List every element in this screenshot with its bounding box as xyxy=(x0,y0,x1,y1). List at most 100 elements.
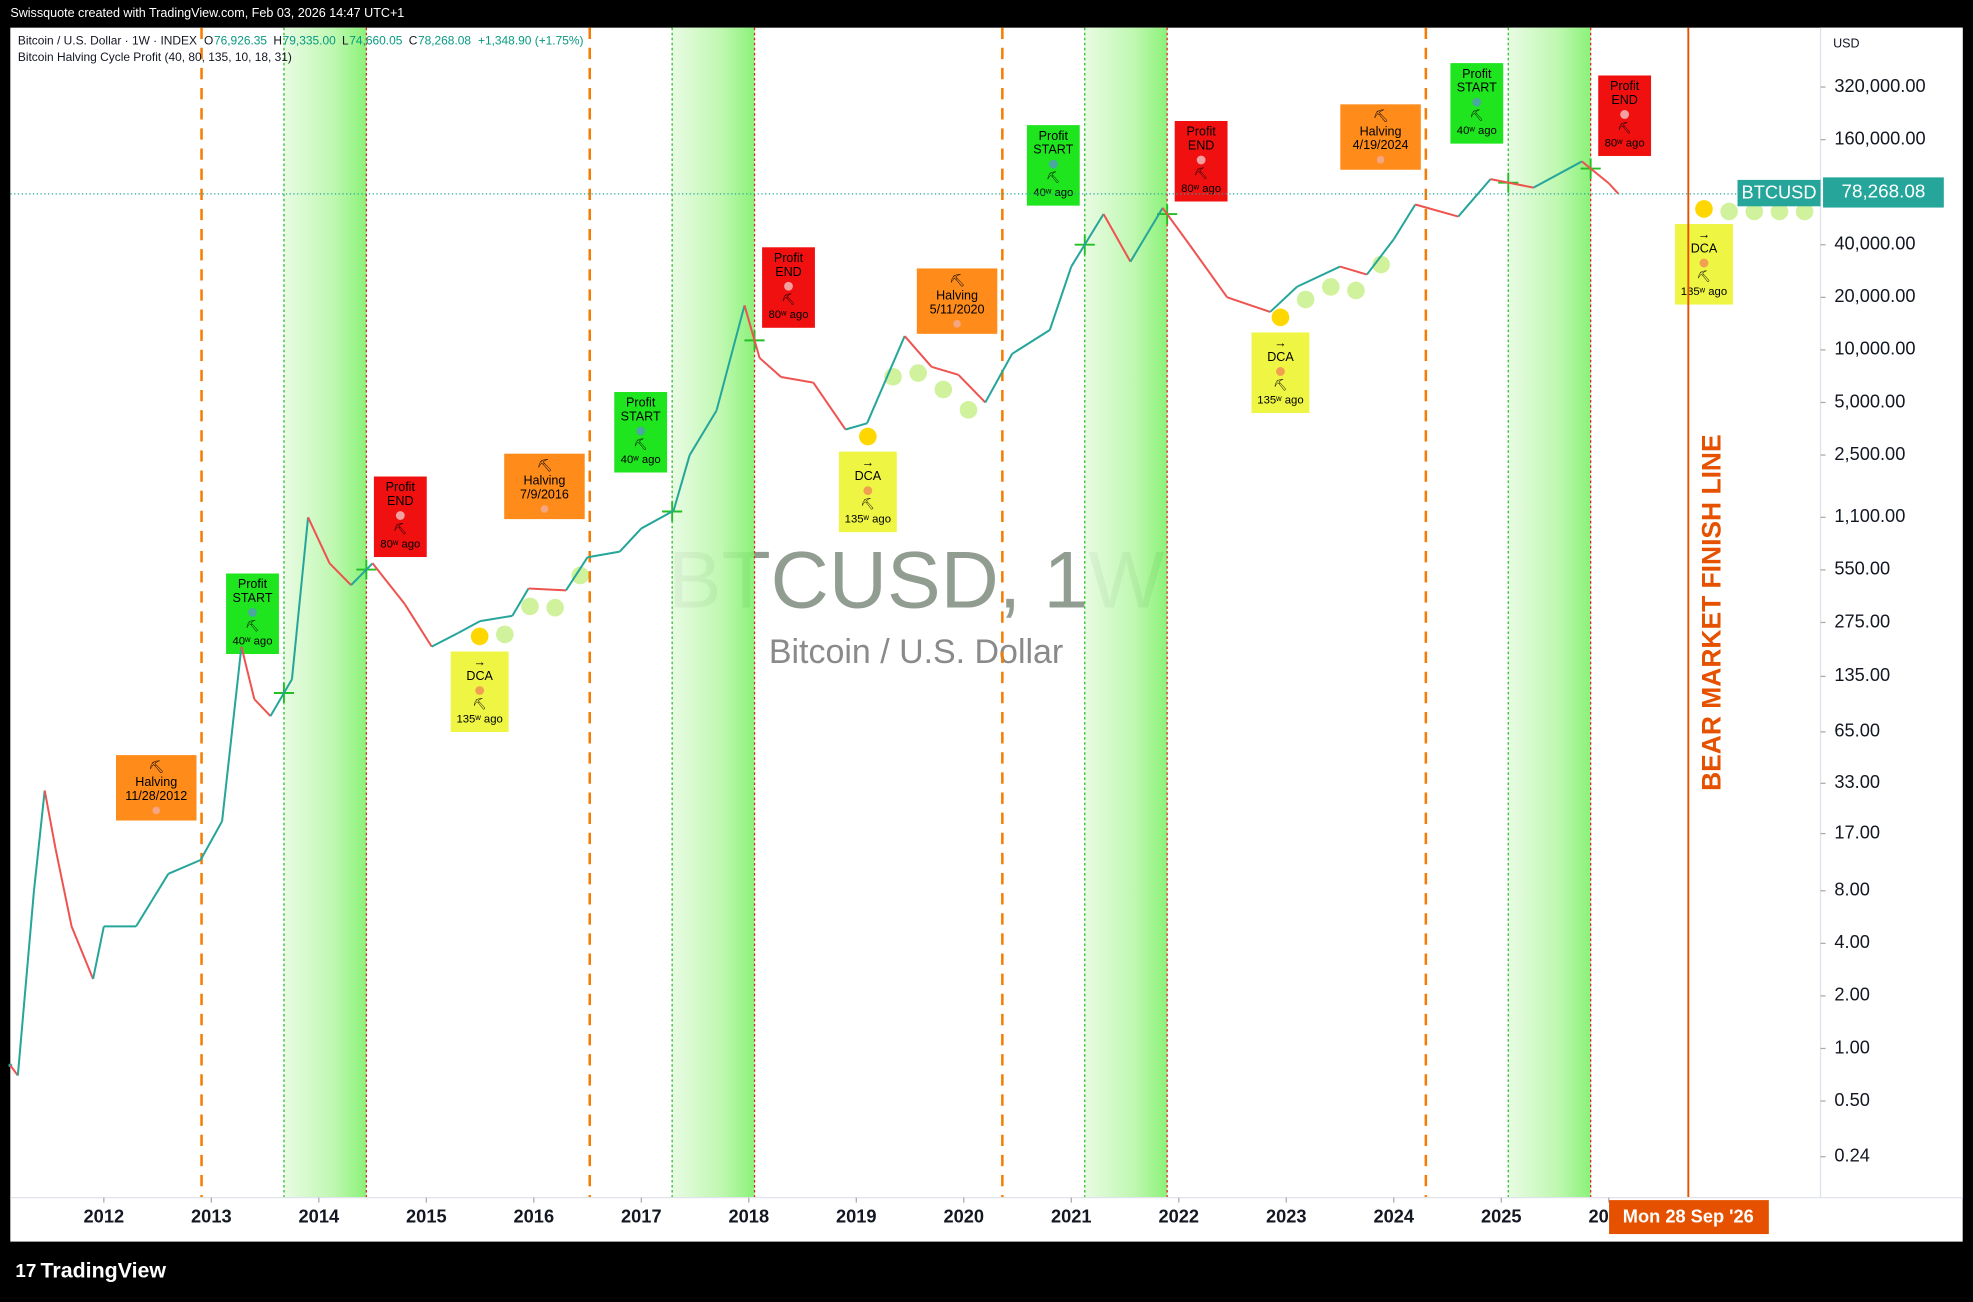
dca-trail-dot xyxy=(1720,202,1738,221)
halving-date: 7/9/2016 xyxy=(520,488,569,502)
x-tick-label: 2016 xyxy=(514,1206,555,1227)
profit-end-ago: 80ʷ ago xyxy=(380,538,420,550)
price-segment xyxy=(328,562,352,586)
pick-icon: ⛏ xyxy=(472,697,486,710)
dca-dot xyxy=(470,627,489,646)
price-segment xyxy=(619,527,643,553)
date-label: Mon 28 Sep '26 xyxy=(1623,1206,1754,1227)
price-segment xyxy=(70,926,95,980)
dca-title: DCA xyxy=(1267,350,1294,364)
profit-start-text: Profit xyxy=(1462,67,1492,81)
profit-end-ago: 80ʷ ago xyxy=(1181,183,1221,195)
ohlc-value: 79,335.00 xyxy=(283,34,336,48)
finish-label: BEAR MARKET FINISH LINE xyxy=(1696,434,1726,790)
profit-zone xyxy=(1084,27,1168,1198)
x-tick-label: 2018 xyxy=(729,1206,770,1227)
header: Swissquote created with TradingView.com,… xyxy=(10,6,404,20)
price-segment xyxy=(431,631,460,648)
x-tick-label: 2013 xyxy=(191,1206,232,1227)
profit-start-text: START xyxy=(1033,143,1073,157)
profit-start-text: Profit xyxy=(1039,129,1069,143)
ohlc-value: +1,348.90 (+1.75%) xyxy=(478,34,584,48)
price-segment xyxy=(135,873,170,927)
profit-end-ago: 80ʷ ago xyxy=(768,309,808,321)
profit-start-ago: 40ʷ ago xyxy=(1457,125,1497,137)
x-tick-label: 2023 xyxy=(1266,1206,1307,1227)
dca-dot xyxy=(1271,308,1290,327)
x-tick-label: 2025 xyxy=(1481,1206,1522,1227)
pick-icon: ⛏ xyxy=(634,438,648,451)
last-price-value-bg xyxy=(1823,177,1944,208)
price-segment xyxy=(167,859,201,875)
halving-dot xyxy=(152,806,161,815)
x-tick-label: 2017 xyxy=(621,1206,662,1227)
symbol-line: Bitcoin / U.S. Dollar · 1W · INDEX xyxy=(18,34,197,48)
profit-end-text: END xyxy=(1611,93,1638,107)
price-segment xyxy=(371,562,406,605)
price-segment xyxy=(1581,160,1610,185)
price-segment xyxy=(221,646,243,822)
price-segment xyxy=(1011,329,1051,355)
x-tick-label: 2024 xyxy=(1373,1206,1414,1227)
y-tick-label: 40,000.00 xyxy=(1834,233,1915,254)
dca-trail-dot xyxy=(1321,278,1340,296)
price-segment xyxy=(32,790,46,891)
x-tick-label: 2021 xyxy=(1051,1206,1092,1227)
dca-trail-dot xyxy=(959,401,978,419)
y-tick-label: 17.00 xyxy=(1834,821,1880,842)
dca-ago: 135ʷ ago xyxy=(845,514,891,526)
price-segment xyxy=(458,620,481,634)
price-segment xyxy=(1415,203,1459,218)
dca-trail-dot xyxy=(1745,202,1764,221)
price-segment xyxy=(54,848,73,927)
price-segment xyxy=(565,556,589,591)
price-segment xyxy=(1296,265,1341,288)
price-segment xyxy=(1608,182,1620,195)
price-segment xyxy=(92,926,105,980)
dca-trail-dot xyxy=(546,598,564,617)
dca-trail-dot xyxy=(521,597,539,616)
profit-start-ago: 40ʷ ago xyxy=(621,454,661,466)
ohlc-key: H xyxy=(273,34,282,48)
pick-icon: ⛏ xyxy=(1470,109,1484,122)
price-segment xyxy=(479,614,513,623)
ball xyxy=(863,486,873,496)
halving-icon: ⛏ xyxy=(1373,109,1389,123)
price-segment xyxy=(845,422,868,431)
price-segment xyxy=(984,353,1014,403)
pick-icon: ⛏ xyxy=(1697,270,1711,283)
logo-icon: 17 xyxy=(15,1260,36,1281)
profit-end-text: Profit xyxy=(1610,79,1640,93)
y-tick-label: 550.00 xyxy=(1834,558,1890,579)
y-tick-label: 33.00 xyxy=(1834,771,1880,792)
profit-end-text: END xyxy=(1188,138,1215,152)
y-tick-label: 0.24 xyxy=(1834,1145,1870,1166)
dca-trail-dot xyxy=(1770,202,1789,221)
price-segment xyxy=(758,357,782,378)
price-segment xyxy=(16,890,35,1076)
ball xyxy=(475,686,485,695)
ball xyxy=(636,426,646,436)
profit-end-text: Profit xyxy=(386,480,416,494)
x-tick-label: 2022 xyxy=(1158,1206,1199,1227)
halving-dot xyxy=(953,320,961,328)
price-axis xyxy=(1820,27,1963,1198)
dca-ago: 135ʷ ago xyxy=(1257,394,1303,406)
ball xyxy=(1276,367,1285,376)
ball xyxy=(1196,155,1206,165)
date-label-bg xyxy=(1609,1200,1769,1235)
price-segment xyxy=(1161,207,1191,246)
price-segment xyxy=(9,1064,19,1077)
price-segment xyxy=(1226,296,1271,313)
dca-trail-dot xyxy=(571,566,590,585)
dca-trail-dot xyxy=(496,625,514,644)
price-segment xyxy=(528,587,567,592)
profit-zone xyxy=(1508,27,1591,1198)
halving-title: Halving xyxy=(523,474,565,488)
ball xyxy=(1048,159,1058,169)
arrow-icon: → xyxy=(862,455,875,469)
price-segment xyxy=(199,820,223,861)
y-tick-label: 5,000.00 xyxy=(1834,390,1905,411)
y-tick-label: 2,500.00 xyxy=(1834,443,1905,464)
